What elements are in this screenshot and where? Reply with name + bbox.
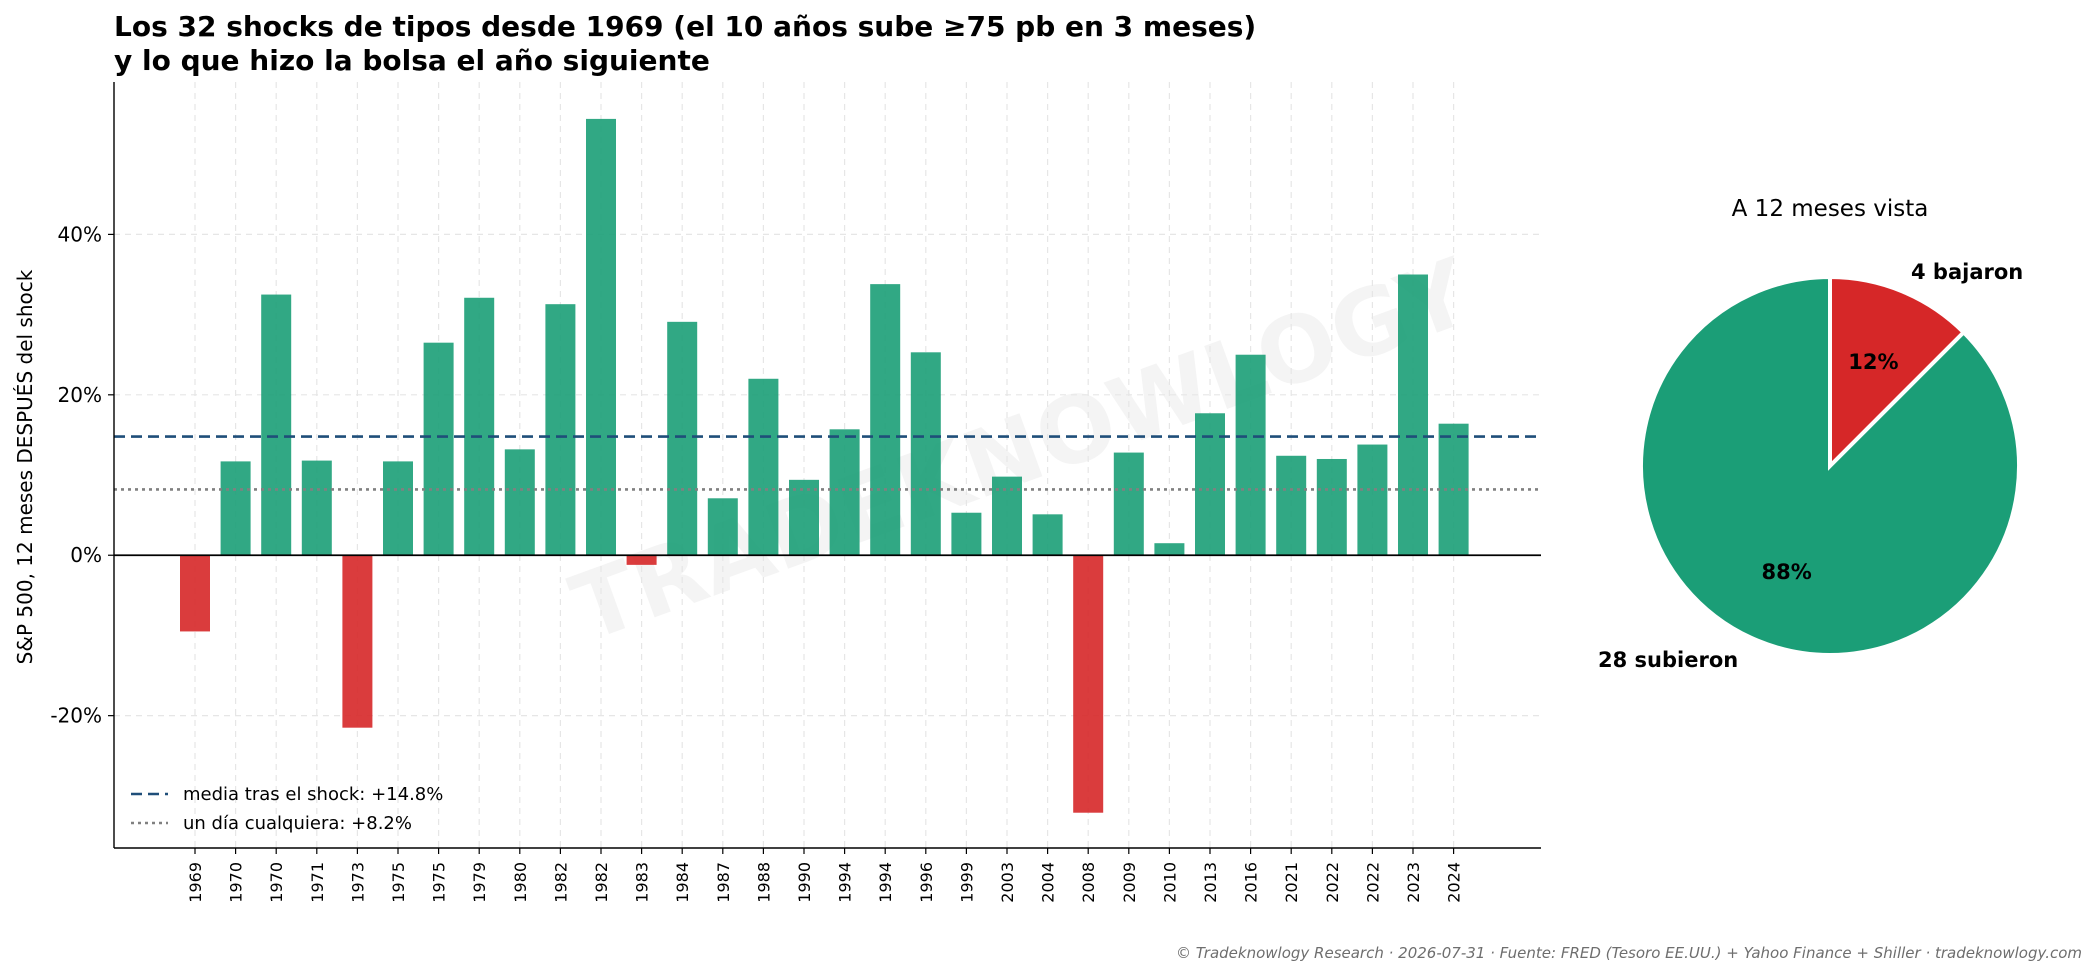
x-tick-label: 2013 bbox=[1201, 862, 1220, 903]
x-tick-label: 2004 bbox=[1039, 862, 1058, 903]
x-tick-label: 1980 bbox=[511, 862, 530, 903]
y-tick-label: 40% bbox=[58, 222, 102, 246]
bar-1970-2 bbox=[261, 294, 292, 556]
x-tick-label: 1973 bbox=[348, 862, 367, 903]
x-tick-label: 1970 bbox=[267, 862, 286, 903]
bar-2022-29 bbox=[1357, 444, 1388, 556]
gridlines bbox=[114, 82, 1541, 848]
x-tick-label: 1975 bbox=[389, 862, 408, 903]
x-tick-label: 2008 bbox=[1079, 862, 1098, 903]
bar-2008-22 bbox=[1073, 555, 1104, 813]
pie-slice-1 bbox=[1638, 274, 2021, 657]
bar-2023-30 bbox=[1398, 274, 1428, 556]
x-tick-label: 2022 bbox=[1323, 862, 1342, 903]
bar-1969-0 bbox=[180, 555, 210, 632]
x-tick-label: 1990 bbox=[795, 862, 814, 903]
bar-1994-17 bbox=[870, 284, 901, 556]
chart-subtitle: y lo que hizo la bolsa el año siguiente bbox=[114, 44, 710, 77]
x-tick-label: 1983 bbox=[633, 862, 652, 903]
bar-1988-14 bbox=[748, 378, 779, 556]
x-tick-label: 2009 bbox=[1120, 862, 1139, 903]
bar-1971-3 bbox=[301, 460, 332, 556]
bar-1994-16 bbox=[829, 429, 860, 556]
bar-2009-23 bbox=[1113, 452, 1144, 556]
bar-2016-26 bbox=[1235, 354, 1266, 556]
bar-1999-19 bbox=[951, 512, 982, 556]
legend-mean-label: media tras el shock: +14.8% bbox=[183, 784, 443, 805]
y-axis-label: S&P 500, 12 meses DESPUÉS del shock bbox=[13, 269, 37, 664]
pie: 12% 4 bajaron 88% 28 subieron bbox=[1598, 260, 2023, 672]
bar-1970-1 bbox=[220, 461, 251, 556]
bar-1984-12 bbox=[667, 321, 698, 556]
x-tick-label: 1996 bbox=[917, 862, 936, 903]
bar-2010-24 bbox=[1154, 543, 1185, 556]
bar-2021-27 bbox=[1276, 455, 1307, 556]
bar-1990-15 bbox=[789, 479, 819, 556]
x-tick-label: 1994 bbox=[836, 862, 855, 903]
y-tick-label: 20% bbox=[58, 383, 102, 407]
x-tick-label: 1982 bbox=[592, 862, 611, 903]
pie-slice-label: 4 bajaron bbox=[1911, 260, 2023, 284]
y-tick-label: -20% bbox=[50, 704, 102, 728]
x-tick-label: 1979 bbox=[470, 862, 489, 903]
y-tick-label: 0% bbox=[70, 543, 102, 567]
x-tick-label: 1984 bbox=[673, 862, 692, 903]
x-tick-label: 1969 bbox=[186, 862, 205, 903]
bar-1982-9 bbox=[545, 304, 576, 556]
x-tick-label: 2024 bbox=[1445, 862, 1464, 903]
y-ticks: -20% 0% 20% 40% bbox=[50, 222, 114, 728]
bar-2004-21 bbox=[1032, 514, 1063, 556]
x-tick-label: 1988 bbox=[754, 862, 773, 903]
bar-1980-8 bbox=[504, 449, 535, 556]
x-tick-label: 2023 bbox=[1404, 862, 1423, 903]
x-tick-label: 2010 bbox=[1160, 862, 1179, 903]
bar-1983-11 bbox=[626, 555, 657, 565]
x-tick-label: 1987 bbox=[714, 862, 733, 903]
x-tick-label: 2022 bbox=[1363, 862, 1382, 903]
x-tick-label: 2016 bbox=[1242, 862, 1261, 903]
legend-baseline-label: un día cualquiera: +8.2% bbox=[183, 813, 412, 834]
x-tick-label: 1994 bbox=[876, 862, 895, 903]
bar-2013-25 bbox=[1195, 413, 1225, 556]
x-tick-label: 2021 bbox=[1282, 862, 1301, 903]
pie-slice-label: 28 subieron bbox=[1598, 648, 1738, 672]
x-tick-label: 1971 bbox=[308, 862, 327, 903]
bar-1979-7 bbox=[464, 297, 495, 556]
pie-percent-label: 88% bbox=[1761, 560, 1811, 584]
bar-1975-6 bbox=[423, 342, 454, 556]
x-tick-label: 1982 bbox=[551, 862, 570, 903]
bar-1973-4 bbox=[342, 555, 373, 728]
x-tick-label: 1975 bbox=[430, 862, 449, 903]
pie-percent-label: 12% bbox=[1848, 350, 1898, 374]
x-tick-label: 2003 bbox=[998, 862, 1017, 903]
legend: media tras el shock: +14.8% un día cualqu… bbox=[131, 784, 443, 834]
bars bbox=[180, 118, 1469, 813]
bar-2022-28 bbox=[1316, 458, 1347, 556]
x-tick-label: 1999 bbox=[957, 862, 976, 903]
x-ticks: 1969 1970 1970 1971 1973 1975 1975 1979 1980 1982… bbox=[186, 848, 1464, 903]
x-tick-label: 1970 bbox=[227, 862, 246, 903]
pie-slice-0 bbox=[1828, 274, 1967, 471]
chart-title: Los 32 shocks de tipos desde 1969 (el 10… bbox=[114, 10, 1256, 43]
footer-credits: © Tradeknowlogy Research · 2026-07-31 · … bbox=[1176, 944, 2082, 962]
bar-1982-10 bbox=[586, 118, 616, 556]
bar-1987-13 bbox=[707, 498, 738, 556]
bar-1996-18 bbox=[910, 352, 941, 556]
watermark-text: TRADEKNOWLOGY bbox=[559, 238, 1486, 662]
pie-title: A 12 meses vista bbox=[1732, 196, 1929, 222]
bar-1975-5 bbox=[383, 461, 413, 556]
